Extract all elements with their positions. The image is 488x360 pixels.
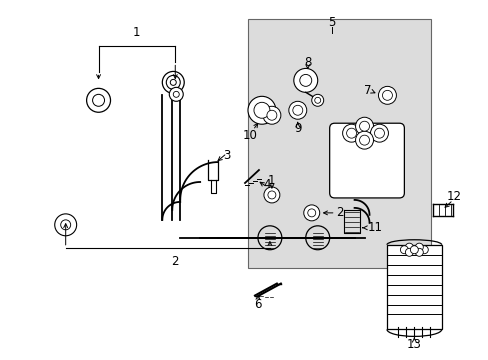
Circle shape [405, 248, 412, 256]
Circle shape [293, 68, 317, 92]
Circle shape [166, 75, 180, 89]
Circle shape [400, 246, 407, 254]
Text: 8: 8 [304, 56, 311, 69]
Circle shape [266, 110, 276, 120]
Circle shape [303, 205, 319, 221]
Text: 5: 5 [327, 16, 335, 29]
Circle shape [374, 128, 384, 138]
Circle shape [414, 243, 423, 251]
Circle shape [253, 102, 269, 118]
Text: 9: 9 [293, 122, 301, 135]
Circle shape [382, 90, 392, 100]
Circle shape [173, 91, 179, 97]
Circle shape [378, 86, 396, 104]
Text: 1: 1 [133, 26, 141, 39]
Circle shape [370, 124, 387, 142]
Circle shape [247, 96, 275, 124]
Text: 11: 11 [367, 221, 382, 234]
FancyBboxPatch shape [329, 123, 404, 198]
Circle shape [86, 88, 110, 112]
Circle shape [267, 191, 275, 199]
Circle shape [359, 121, 369, 131]
Text: 10: 10 [242, 129, 257, 142]
Circle shape [314, 97, 320, 103]
Circle shape [355, 131, 373, 149]
Text: 12: 12 [446, 190, 461, 203]
Text: 7: 7 [363, 84, 370, 97]
Bar [247, 19, 430, 268]
Circle shape [409, 246, 417, 254]
Circle shape [170, 80, 176, 85]
Circle shape [292, 105, 302, 115]
Text: 1: 1 [267, 174, 275, 186]
Circle shape [299, 75, 311, 86]
Text: 4: 4 [263, 179, 270, 192]
Circle shape [405, 243, 412, 251]
Circle shape [346, 128, 356, 138]
Circle shape [288, 101, 306, 119]
Circle shape [307, 209, 315, 217]
Text: 2: 2 [171, 255, 179, 268]
Text: 2: 2 [335, 206, 343, 219]
Bar [386, 245, 441, 329]
Circle shape [264, 187, 279, 203]
Circle shape [61, 220, 71, 230]
Circle shape [263, 106, 280, 124]
Circle shape [414, 248, 423, 256]
Circle shape [169, 87, 183, 101]
Circle shape [342, 124, 360, 142]
Circle shape [92, 94, 104, 106]
Circle shape [55, 214, 77, 236]
Text: 3: 3 [223, 149, 230, 162]
Circle shape [420, 246, 427, 254]
Text: 13: 13 [406, 338, 421, 351]
Circle shape [355, 117, 373, 135]
Text: 6: 6 [254, 298, 261, 311]
Circle shape [311, 94, 323, 106]
Circle shape [162, 71, 184, 93]
Circle shape [359, 135, 369, 145]
